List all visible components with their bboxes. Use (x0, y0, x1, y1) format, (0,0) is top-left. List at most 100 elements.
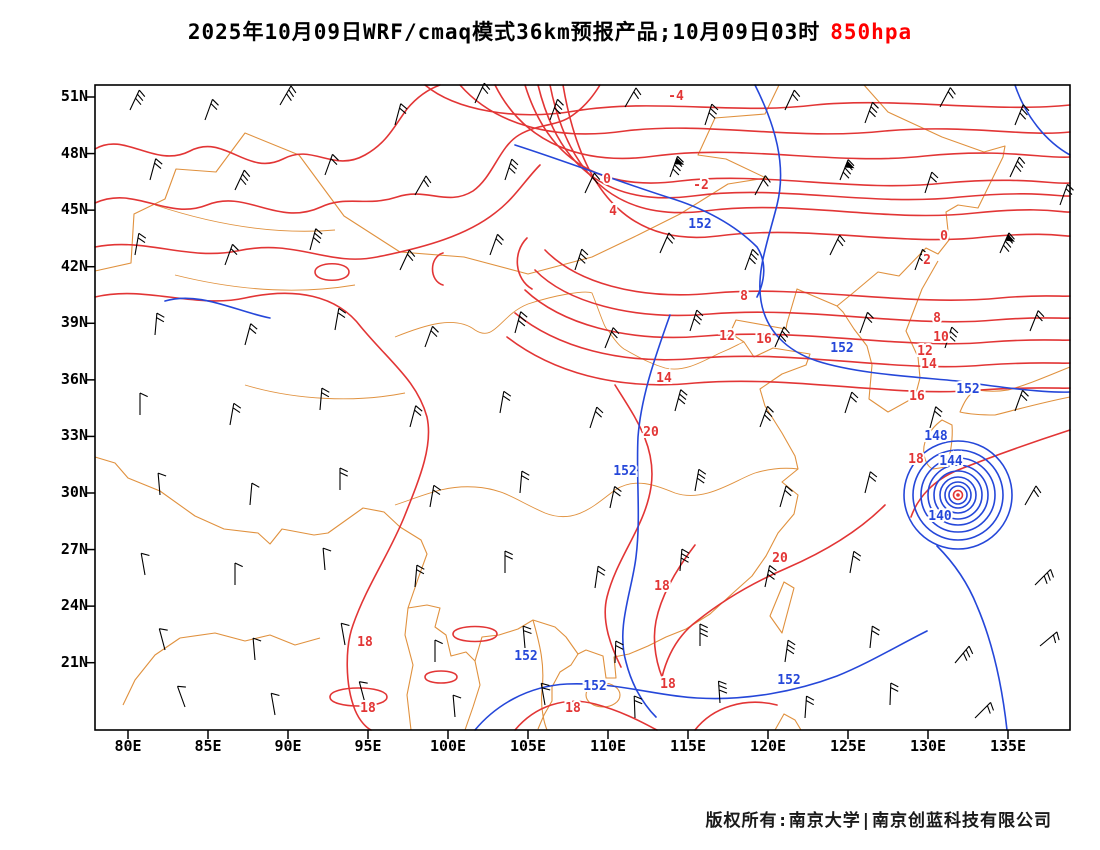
wind-barb (540, 682, 551, 706)
wind-barb (234, 169, 251, 191)
lat-tick-label: 51N (60, 87, 88, 105)
temperature-label: 0 (940, 229, 948, 244)
wind-barb (624, 87, 642, 108)
lat-tick-label: 36N (60, 369, 88, 388)
wind-barb (754, 175, 771, 196)
wind-barb (889, 682, 899, 706)
wind-barb (158, 628, 168, 651)
wind-barb (340, 622, 350, 646)
wind-barb (954, 645, 974, 664)
wind-barb (434, 639, 443, 662)
wind-barb (140, 552, 150, 576)
lat-tick-label: 33N (60, 426, 88, 445)
wind-barb (784, 639, 796, 663)
height-label: 144 (939, 454, 963, 469)
wind-barb (270, 692, 280, 716)
lat-tick-label: 21N (60, 652, 88, 671)
wind-barb (679, 548, 690, 572)
temperature-label: 2 (923, 253, 931, 268)
typhoon-eye-ring (952, 489, 964, 501)
temperature-label: 20 (643, 425, 659, 440)
wind-barb (154, 312, 165, 336)
height-label: 148 (924, 429, 948, 444)
wind-barb (504, 158, 519, 181)
lat-tick-label: 45N (60, 200, 88, 219)
wind-barb (522, 625, 532, 649)
temperature-label: 12 (917, 344, 933, 359)
wind-barb (859, 311, 874, 334)
wind-barb (279, 85, 297, 106)
wind-barb (779, 485, 793, 508)
lon-tick-label: 120E (749, 737, 787, 755)
lon-tick-label: 130E (909, 737, 947, 755)
temperature-label: 12 (719, 329, 735, 344)
wind-barb (1039, 631, 1060, 647)
temperature-label: 10 (933, 330, 949, 345)
lat-tick-label: 42N (60, 256, 88, 275)
wind-barb (589, 406, 604, 429)
map-frame (94, 84, 1071, 731)
wind-barb (864, 471, 878, 494)
wind-barb (309, 228, 323, 251)
temperature-label: 18 (908, 452, 924, 467)
wind-barb (869, 625, 880, 649)
wind-barb (1059, 183, 1074, 206)
wind-barb (224, 243, 239, 266)
height-label: 152 (514, 649, 537, 664)
typhoon-eye-dot (956, 493, 960, 497)
wind-barb (717, 680, 728, 704)
temperature-contours (94, 84, 1071, 731)
wind-barb (609, 486, 622, 509)
lon-tick-label: 100E (429, 737, 467, 755)
axis-ticks (86, 96, 1009, 739)
wind-barb (409, 405, 423, 428)
wind-barb-flag (1004, 233, 1015, 242)
title-main: 2025年10月09日WRF/cmaq模式36km预报产品;10月09日03时 (187, 20, 821, 44)
coastlines-and-borders (94, 84, 1071, 731)
wind-barb (1014, 104, 1030, 126)
wind-barb (234, 562, 243, 585)
lat-tick-label: 39N (60, 313, 88, 332)
wind-barb (452, 694, 462, 718)
wind-barb (784, 89, 801, 111)
wind-barb (804, 695, 815, 719)
wind-barb (414, 175, 432, 196)
height-label: 152 (613, 464, 636, 479)
wind-barb (699, 623, 708, 646)
lat-tick-label: 30N (60, 482, 88, 501)
height-label: 152 (583, 679, 606, 694)
height-label: 152 (830, 341, 853, 356)
temperature-label: 18 (360, 701, 376, 716)
wind-barb (614, 640, 624, 664)
height-contours (164, 84, 1071, 731)
wind-barb (176, 685, 186, 708)
wind-barb (429, 484, 442, 508)
temperature-label: 14 (656, 371, 672, 386)
wind-barb (944, 326, 959, 349)
wind-barb (694, 468, 707, 492)
wind-barb (414, 564, 425, 588)
height-label: 140 (928, 509, 952, 524)
lon-tick-label: 110E (589, 737, 627, 755)
wind-barb (774, 326, 790, 348)
temperature-label: 18 (654, 579, 670, 594)
wind-barb (1014, 389, 1029, 412)
wind-barb (252, 637, 262, 661)
height-label: 152 (777, 673, 800, 688)
lon-tick-label: 90E (274, 737, 302, 755)
wind-barb (424, 325, 439, 348)
wind-barbs (129, 82, 1074, 719)
wind-barb (358, 681, 368, 704)
wind-barb (1009, 156, 1026, 178)
wind-barb (139, 392, 148, 415)
wind-barb (504, 550, 513, 573)
temperature-label: 16 (756, 332, 772, 347)
wind-barb-flag (844, 160, 855, 169)
wind-barb (319, 387, 330, 411)
wind-barb (1024, 485, 1042, 506)
wind-barb (759, 405, 774, 428)
wind-barb (574, 248, 589, 271)
wind-barb (1029, 310, 1045, 332)
wind-barb (584, 172, 601, 194)
